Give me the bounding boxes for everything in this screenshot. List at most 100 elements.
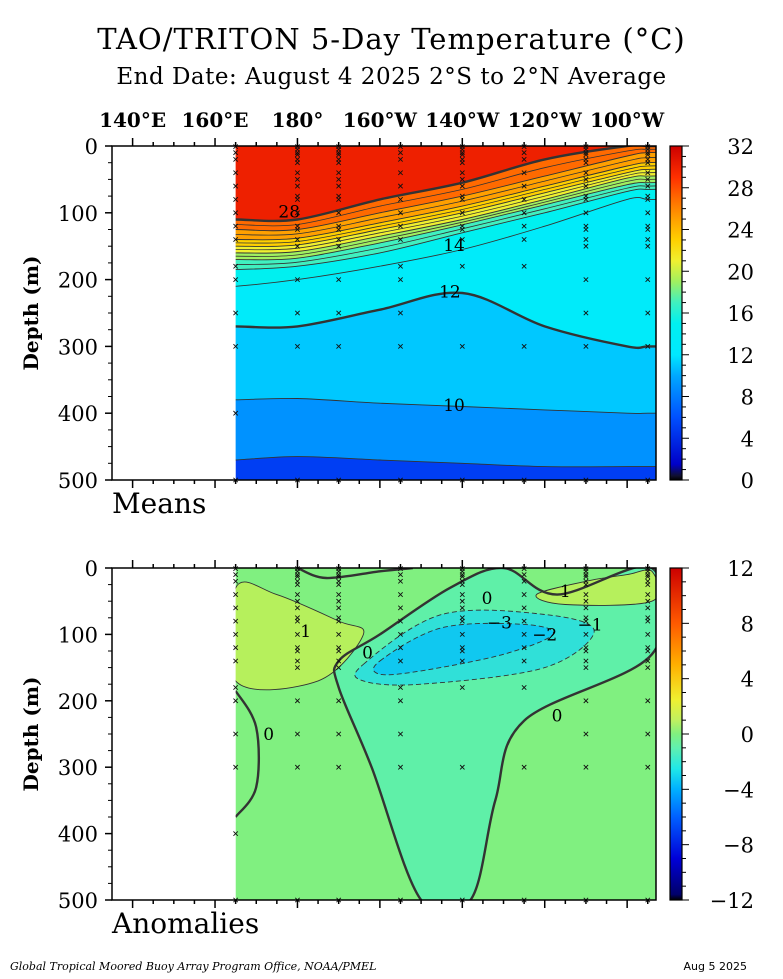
anomaly-contour-label: 1 xyxy=(300,622,311,642)
means-sample-mark xyxy=(336,226,342,233)
anomaly-sample-mark xyxy=(336,731,342,737)
anomaly-colorbar xyxy=(669,567,683,901)
means-sample-mark xyxy=(294,170,300,176)
anomaly-sample-mark xyxy=(583,574,589,580)
anomaly-colorbar-label: −8 xyxy=(723,834,754,858)
means-colorbar-label: 20 xyxy=(727,260,754,284)
means-sample-mark xyxy=(233,343,239,349)
anomaly-sample-mark xyxy=(459,764,465,770)
anomaly-sample-mark xyxy=(459,598,465,604)
anomaly-sample-mark xyxy=(294,764,300,770)
anomaly-sample-mark xyxy=(294,592,300,598)
means-sample-mark xyxy=(294,343,300,349)
means-sample-mark xyxy=(521,263,527,269)
means-sample-mark xyxy=(233,223,239,229)
anomaly-sample-mark xyxy=(233,658,239,664)
means-sample-mark xyxy=(645,210,651,216)
anomaly-sample-mark xyxy=(521,572,527,578)
anomaly-sample-mark xyxy=(336,648,342,654)
anomaly-colorbar-label: 12 xyxy=(727,557,754,581)
anomaly-sample-mark xyxy=(233,578,239,584)
anomaly-sample-mark xyxy=(583,731,589,737)
anomaly-sample-mark xyxy=(233,631,239,637)
anomaly-contour-negative xyxy=(373,622,554,676)
anomaly-sample-mark xyxy=(645,592,651,598)
anomaly-sample-mark xyxy=(294,572,300,578)
means-contour-28 xyxy=(215,146,656,223)
anomaly-sample-mark xyxy=(521,685,527,691)
means-colorbar-label: 0 xyxy=(741,469,754,493)
means-sample-mark xyxy=(583,237,589,243)
anomaly-sample-mark xyxy=(645,731,651,737)
anomaly-sample-mark xyxy=(459,658,465,664)
means-sample-mark xyxy=(294,150,300,156)
anomaly-region-pos1 xyxy=(535,569,656,606)
means-sample-mark xyxy=(294,210,300,216)
anomaly-sample-mark xyxy=(645,764,651,770)
means-sample-mark xyxy=(233,210,239,216)
anomaly-y-tick-label: 0 xyxy=(85,557,98,581)
means-sample-mark xyxy=(459,150,465,156)
means-sample-mark xyxy=(583,196,589,202)
means-contour-27 xyxy=(215,148,656,227)
anomaly-sample-mark xyxy=(645,574,651,580)
means-y-tick-label: 500 xyxy=(58,469,98,493)
anomaly-sample-mark xyxy=(294,731,300,737)
anomaly-sample-mark xyxy=(233,645,239,651)
anomaly-y-tick-label: 300 xyxy=(58,756,98,780)
chart-subtitle: End Date: August 4 2025 2°S to 2°N Avera… xyxy=(116,64,667,90)
means-sample-mark xyxy=(521,196,527,202)
means-contour-17 xyxy=(215,185,656,266)
means-sample-mark xyxy=(645,226,651,233)
anomaly-sample-mark xyxy=(521,764,527,770)
means-colorbar-label: 8 xyxy=(741,386,754,410)
means-contour-23 xyxy=(215,165,656,244)
anomaly-sample-mark xyxy=(459,648,465,654)
anomaly-contour-label: −1 xyxy=(578,615,603,635)
means-sample-mark xyxy=(645,176,651,182)
means-sample-mark xyxy=(583,160,589,166)
anomaly-sample-mark xyxy=(397,618,404,624)
means-sample-mark xyxy=(459,160,465,166)
means-sample-mark xyxy=(645,196,651,202)
anomaly-sample-mark xyxy=(583,618,589,624)
anomaly-sample-mark xyxy=(583,631,589,637)
means-sample-mark xyxy=(233,183,239,189)
means-sample-mark xyxy=(336,343,342,349)
anomaly-y-tick-label: 500 xyxy=(58,889,98,913)
footer-credit: Global Tropical Moored Buoy Array Progra… xyxy=(10,960,377,973)
anomaly-sample-mark xyxy=(459,572,465,578)
means-sample-mark xyxy=(583,152,589,158)
anomaly-sample-mark xyxy=(397,698,404,704)
anomaly-sample-mark xyxy=(336,698,342,704)
means-contour-12 xyxy=(215,291,656,350)
means-contour-20 xyxy=(215,175,656,254)
anomaly-sample-mark xyxy=(294,605,300,611)
means-sample-mark xyxy=(294,183,300,189)
means-y-tick-label: 0 xyxy=(85,135,98,159)
means-sample-mark xyxy=(233,410,239,416)
means-sample-mark xyxy=(397,223,404,229)
anomaly-sample-mark xyxy=(521,578,527,584)
anomaly-contour-label: −2 xyxy=(532,625,557,645)
means-colorbar-label: 32 xyxy=(727,135,754,159)
anomaly-sample-mark xyxy=(459,685,465,691)
means-sample-mark xyxy=(397,277,404,283)
anomaly-contour-label: 0 xyxy=(482,589,493,609)
means-sample-mark xyxy=(397,150,404,156)
means-sample-mark xyxy=(521,210,527,216)
anomaly-y-tick-label: 100 xyxy=(58,623,98,647)
anomaly-sample-mark xyxy=(397,631,404,637)
anomaly-sample-mark xyxy=(521,592,527,598)
anomaly-sample-mark xyxy=(645,648,651,654)
means-sample-mark xyxy=(459,170,465,176)
means-contour-16 xyxy=(215,188,656,271)
means-contour-24 xyxy=(215,161,656,241)
means-sample-mark xyxy=(233,170,239,176)
means-sample-mark xyxy=(294,176,300,182)
means-sample-mark xyxy=(583,343,589,349)
anomaly-sample-mark xyxy=(294,598,300,604)
means-sample-mark xyxy=(294,226,300,233)
means-sample-mark xyxy=(645,310,651,316)
means-sample-mark xyxy=(459,343,465,349)
